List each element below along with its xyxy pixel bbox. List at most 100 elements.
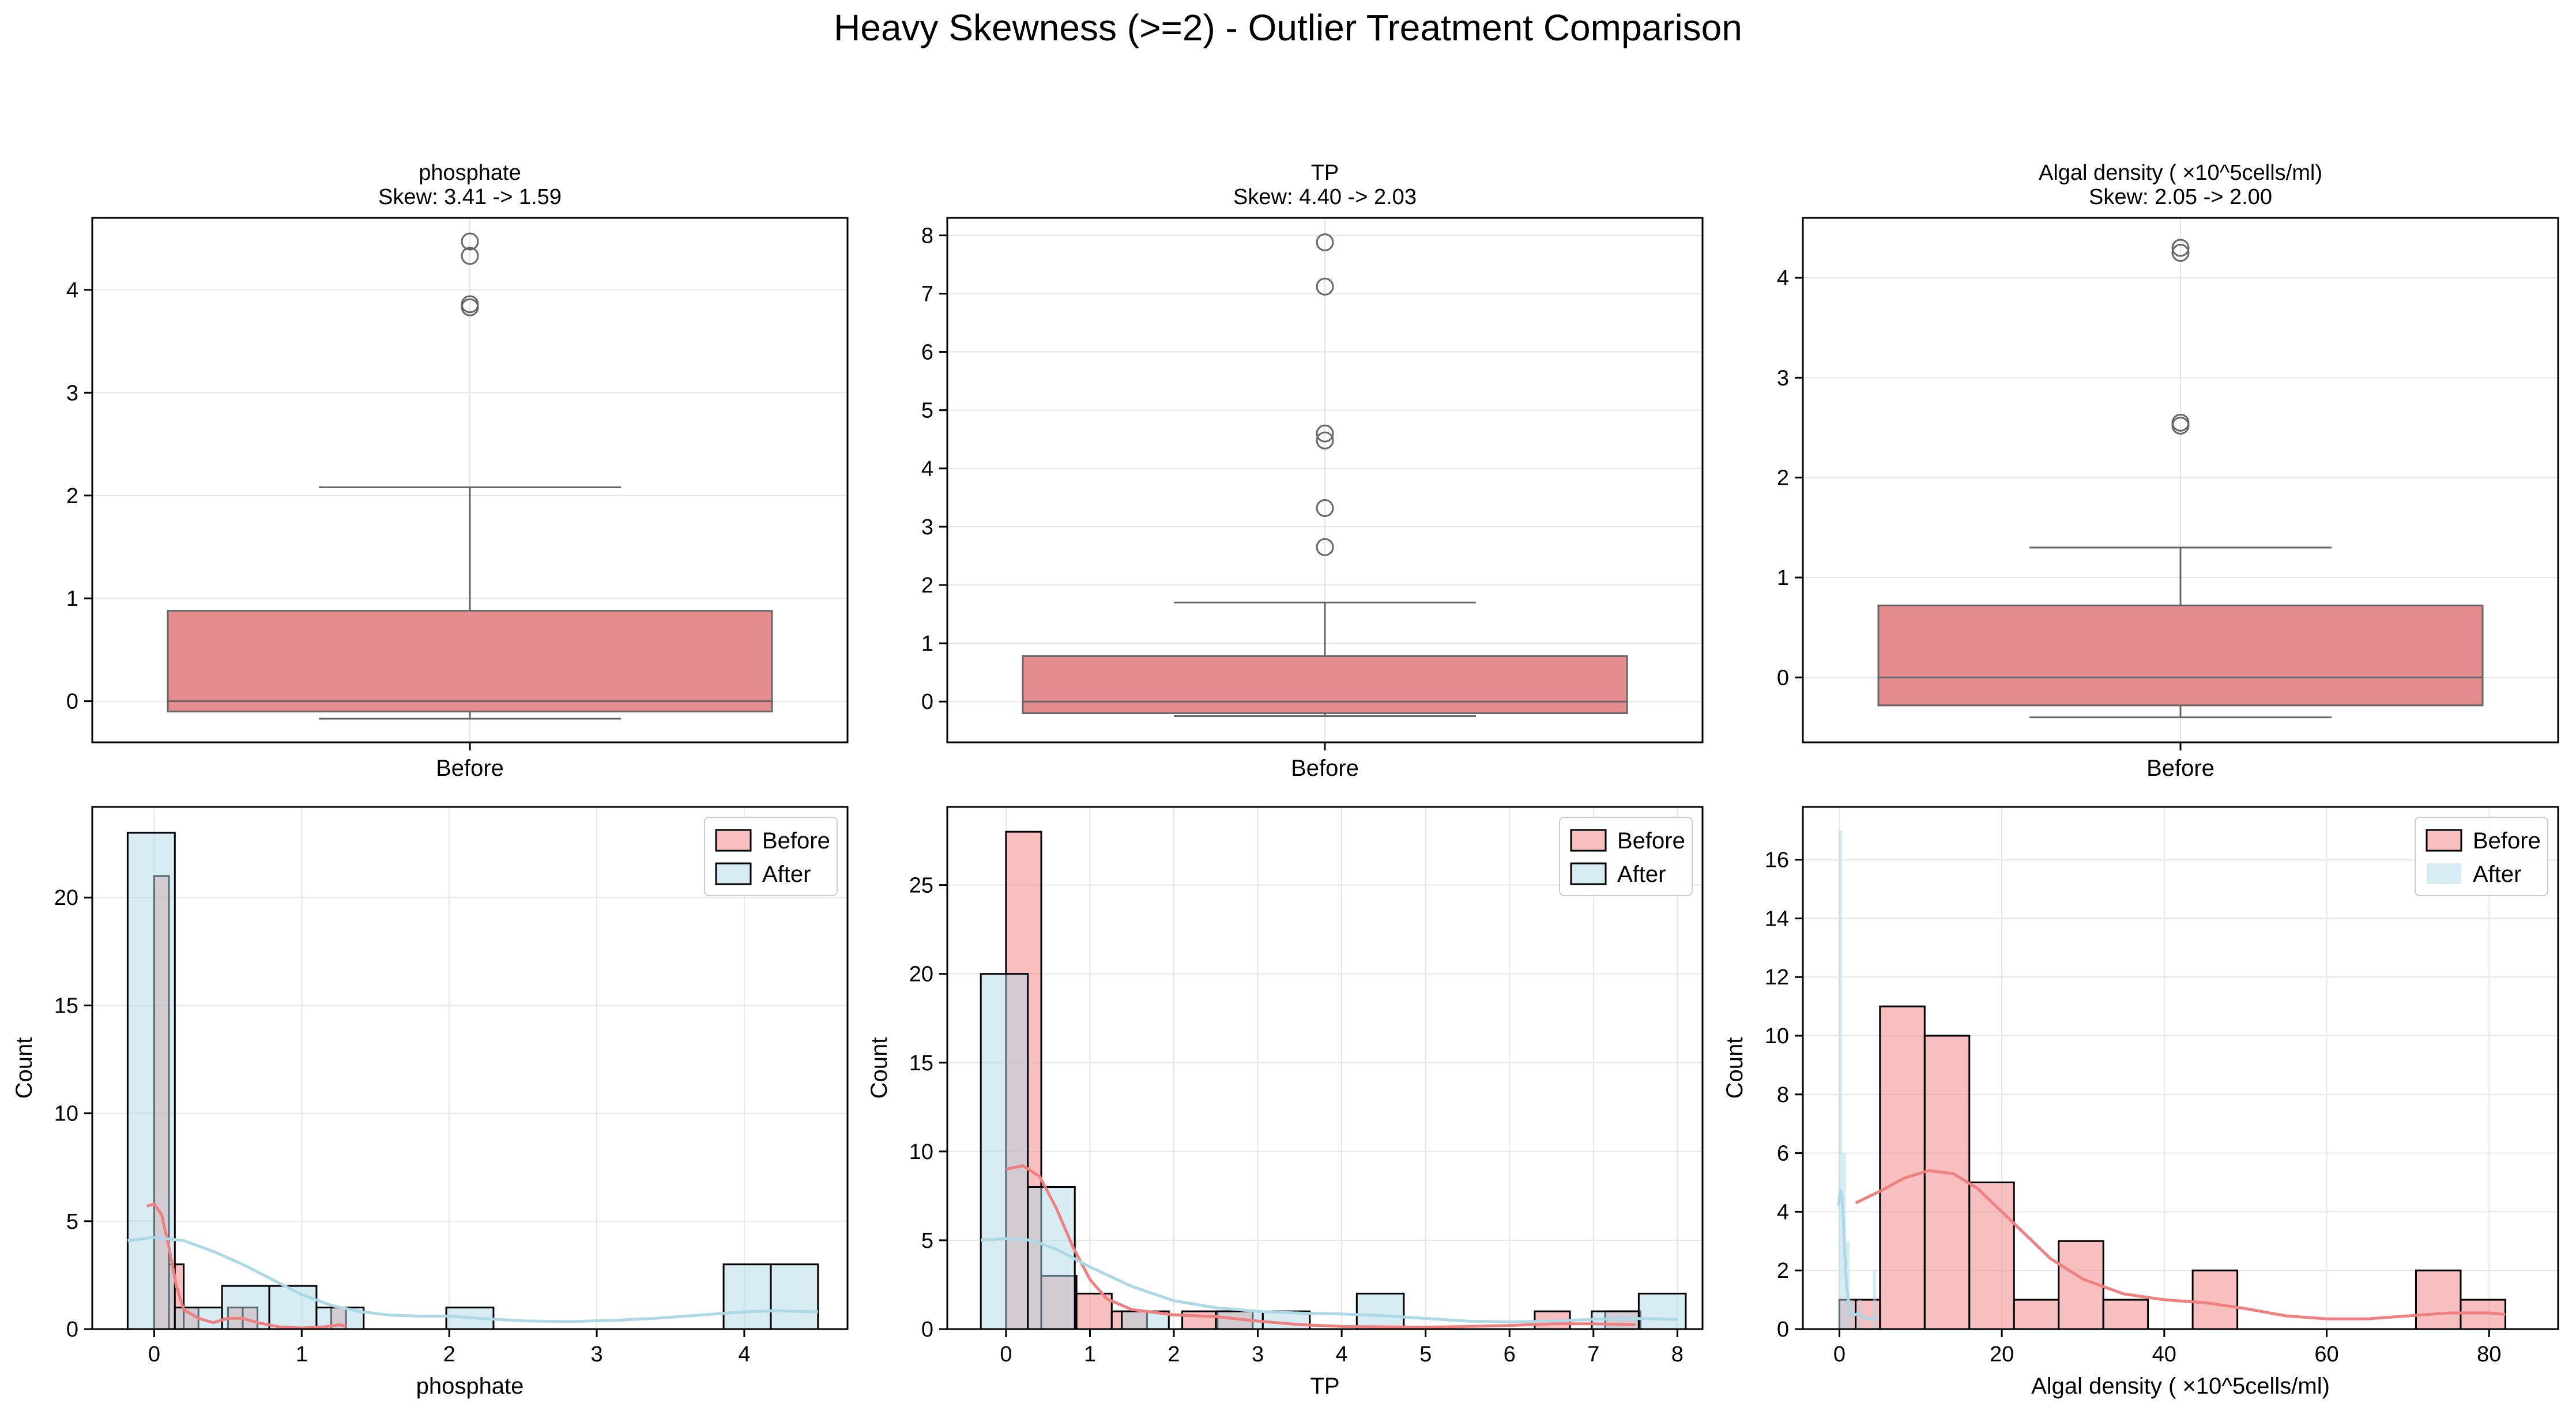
box-iqr [1022,655,1628,714]
xtick-label: 4 [1336,1342,1348,1367]
xtick-label: 7 [1587,1342,1599,1367]
ytick-label: 20 [54,886,78,910]
kde-after [981,1237,1678,1324]
legend-swatch-after [2427,863,2461,884]
bar-after [1838,830,1843,1329]
legend: Before After [704,817,838,896]
kde-before [146,1202,347,1329]
ytick-label: 8 [1777,1083,1789,1107]
xtick-label: Before [436,756,504,781]
xtick-label: 80 [2477,1342,2501,1367]
x-axis-label: phosphate [416,1373,524,1399]
outlier-point [2171,239,2190,257]
xtick-label: 40 [2152,1342,2176,1367]
subplot-title: phosphate [419,161,521,185]
legend-label-after: After [1617,862,1666,887]
ytick-label: 1 [1777,566,1789,590]
ytick-label: 15 [909,1051,933,1075]
ytick-label: 10 [54,1102,78,1126]
subplot-subtitle: Skew: 2.05 -> 2.00 [2089,185,2272,209]
xtick-label: 5 [1419,1342,1432,1367]
ytick-label: 5 [66,1210,78,1234]
bar-before [1181,1310,1219,1329]
legend: Before After [2415,817,2548,896]
bar-before [1968,1182,2015,1329]
ytick-label: 1 [66,587,78,611]
xtick-label: 8 [1671,1342,1684,1367]
kde-after [1837,1186,1878,1322]
outlier-point [461,232,479,251]
plot-area [126,832,819,1329]
x-axis-label: Algal density ( ×10^5cells/ml) [2031,1373,2330,1399]
ytick-label: 15 [54,994,78,1018]
axes-frame [946,806,1704,1330]
outlier-point [1316,233,1334,251]
ytick-label: 0 [1777,1318,1789,1342]
legend-label-before: Before [1617,828,1685,854]
subplot-4: 0 1 2 3 4 0 5 10 15 20 phosphate Count Before After [12,806,849,1399]
ytick-label: 4 [66,278,78,303]
subplot-subtitle: Skew: 4.40 -> 2.03 [1233,185,1417,209]
ytick-label: 4 [1777,1200,1789,1224]
xtick-label: 1 [1084,1342,1096,1367]
plot-area [980,831,1687,1329]
outlier-point [1316,424,1334,443]
ytick-label: 2 [1777,466,1789,490]
legend-swatch-after [1570,862,1607,885]
figure-title: Heavy Skewness (>=2) - Outlier Treatment… [834,7,1742,48]
bar-before [2191,1269,2239,1329]
ytick-label: 5 [921,1229,933,1253]
bar-before [2102,1299,2149,1329]
xtick-label: 2 [443,1342,455,1367]
bar-before [2013,1299,2060,1329]
outlier-point [1316,538,1334,556]
legend-swatch-before [715,829,752,852]
bar-after [722,1263,772,1329]
y-axis-label: Count [12,1037,37,1099]
bar-after [1873,1270,1877,1329]
xtick-label: 0 [148,1342,160,1367]
xtick-label: 0 [1000,1342,1012,1367]
bar-after [1355,1292,1405,1329]
axes-frame [91,806,849,1330]
ytick-label: 6 [1777,1142,1789,1166]
ytick-label: 0 [66,690,78,714]
outlier-point [1316,277,1334,296]
xtick-label: 3 [1252,1342,1264,1367]
y-axis-label: Count [1722,1037,1748,1099]
outlier-point [461,247,479,265]
legend-swatch-after [715,862,752,885]
subplot-subtitle: Skew: 3.41 -> 1.59 [378,185,562,209]
xtick-label: 0 [1833,1342,1846,1367]
bar-before [1923,1035,1971,1329]
xtick-label: 4 [738,1342,750,1367]
subplot-6: 0 20 40 60 80 0 2 4 6 8 10 12 14 16 Algal density ( ×1… [1722,806,2559,1399]
box-iqr [167,610,773,712]
xtick-label: 6 [1504,1342,1516,1367]
bar-after [770,1263,819,1329]
bar-after [1027,1186,1076,1329]
outlier-point [461,298,479,316]
outlier-point [2171,417,2190,435]
legend-label-after: After [2473,862,2521,887]
box-iqr [1877,605,2484,707]
ytick-label: 16 [1765,848,1789,873]
ytick-label: 2 [921,573,933,598]
xtick-label: Before [2146,756,2215,781]
bar-after [268,1285,318,1329]
subplot-5: 0 1 2 3 4 5 6 7 8 0 5 10 15 20 25 TP Count Before After [867,806,1704,1399]
ytick-label: 3 [921,515,933,539]
ytick-label: 3 [66,381,78,405]
ytick-label: 14 [1765,907,1789,931]
ytick-label: 0 [921,1318,933,1342]
ytick-label: 2 [66,484,78,508]
ytick-label: 20 [909,963,933,987]
xtick-label: 3 [590,1342,602,1367]
xtick-label: Before [1291,756,1359,781]
ytick-label: 10 [1765,1024,1789,1048]
ytick-label: 3 [1777,366,1789,390]
bar-before [2415,1269,2462,1329]
